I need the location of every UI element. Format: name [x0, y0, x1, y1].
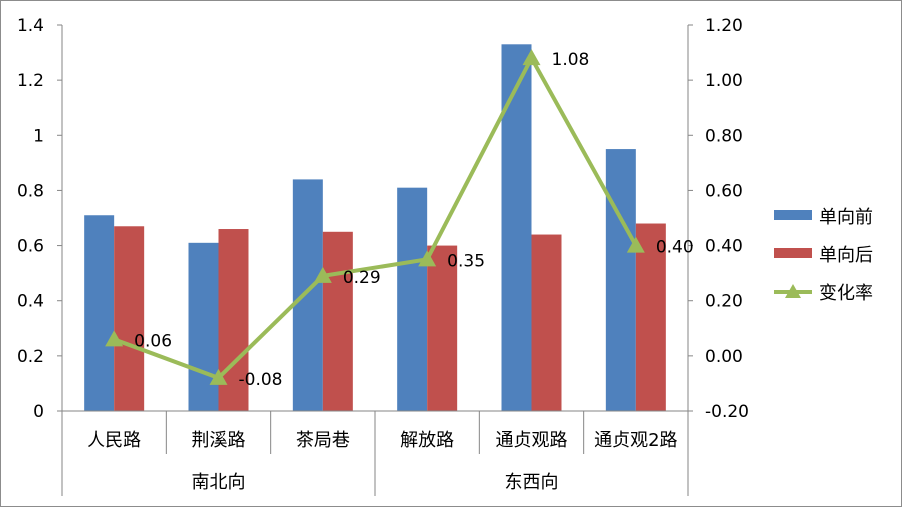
line-marker	[105, 330, 124, 347]
legend-swatch	[774, 248, 812, 258]
y-right-tick-label: 0.40	[705, 237, 743, 257]
y-left-tick-label: 1.4	[17, 16, 44, 36]
x-tick-label: 解放路	[400, 430, 454, 451]
y-left-tick-label: 0.8	[17, 181, 44, 201]
bar-after	[635, 223, 666, 411]
y-right-tick-label: 0.20	[705, 292, 743, 312]
data-label: 0.06	[134, 331, 172, 351]
y-left-tick-label: 0.6	[17, 237, 44, 257]
bar-before	[84, 215, 115, 411]
x-tick-label: 茶局巷	[296, 430, 350, 451]
line-marker	[418, 250, 437, 267]
y-right-tick-label: 0.80	[705, 126, 743, 146]
y-right-tick-label: 0.00	[705, 347, 743, 367]
legend-label: 单向后	[819, 245, 873, 266]
line-marker	[209, 368, 228, 385]
bar-before	[188, 242, 219, 411]
y-left-tick-label: 1	[33, 126, 44, 146]
y-right-tick-label: 1.00	[705, 71, 743, 91]
line-marker	[313, 266, 332, 283]
bar-after	[427, 245, 458, 411]
data-label: 0.40	[656, 238, 694, 258]
y-left-tick-label: 0.4	[17, 292, 44, 312]
line-change-rate	[113, 53, 638, 381]
x-tick-label: 荆溪路	[192, 430, 246, 451]
legend-label: 单向前	[819, 207, 873, 228]
legend-label: 变化率	[819, 283, 873, 304]
x-group-label: 东西向	[505, 472, 559, 493]
data-label: 0.29	[343, 268, 381, 288]
y-left-tick-label: 0	[33, 402, 44, 422]
data-label: 0.35	[447, 251, 485, 271]
y-right-tick-label: 0.60	[705, 181, 743, 201]
x-tick-label: 通贞观路	[496, 430, 568, 451]
y-right-tick-label: 1.20	[705, 16, 743, 36]
bar-after	[322, 231, 353, 411]
bar-before	[605, 149, 636, 412]
data-label: 1.08	[552, 50, 590, 70]
line-marker	[522, 49, 541, 66]
x-tick-label: 通贞观2路	[594, 430, 677, 451]
data-label: -0.08	[239, 370, 283, 390]
y-left-tick-label: 1.2	[17, 71, 44, 91]
bar-before	[292, 179, 323, 411]
y-left-tick-label: 0.2	[17, 347, 44, 367]
legend-marker	[785, 284, 801, 298]
y-right-tick-label: -0.20	[705, 402, 749, 422]
bar-before	[397, 187, 428, 411]
x-group-label: 南北向	[192, 472, 246, 493]
bar-after	[114, 226, 145, 411]
bar-after	[531, 234, 562, 411]
legend-swatch	[774, 210, 812, 220]
x-tick-label: 人民路	[87, 430, 141, 451]
bar-before	[501, 44, 532, 412]
line-marker	[626, 236, 645, 253]
